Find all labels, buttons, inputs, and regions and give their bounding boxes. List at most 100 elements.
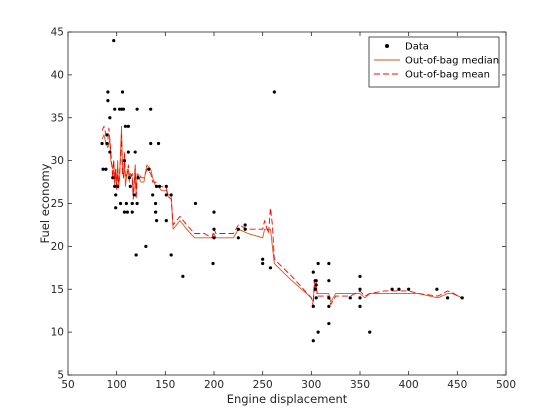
data-point [104,167,108,171]
data-point [311,270,315,274]
x-tick-label: 250 [253,379,273,391]
data-point [358,274,362,278]
legend: Data Out-of-bag median Out-of-bag mean [368,36,500,88]
data-point [128,184,132,188]
data-point [272,90,276,94]
data-point [327,296,331,300]
data-point [316,261,320,266]
data-point [106,99,110,103]
data-point [105,141,109,146]
data-point [314,296,318,300]
data-point [316,330,320,334]
data-point [460,296,464,300]
data-point [243,227,247,231]
data-point [136,176,140,180]
data-point [261,257,265,261]
x-tick-label: 400 [399,379,419,391]
data-point [133,150,137,154]
data-point [116,184,120,188]
data-point [154,210,158,214]
data-point [243,223,247,227]
data-point [147,167,151,171]
data-point [397,287,401,291]
data-point [113,107,117,111]
legend-item-data: Data [405,42,429,53]
data-point [111,176,115,180]
legend-box [368,36,500,88]
legend-data-marker [385,44,389,48]
data-point [358,296,362,300]
data-point [358,304,362,308]
y-tick-label: 15 [51,284,64,296]
data-point [212,227,216,231]
data-point [368,330,372,334]
data-point [130,210,134,214]
y-axis-label: Fuel economy [38,163,52,243]
data-point [327,304,331,308]
data-point [164,184,168,188]
data-point [154,219,159,223]
data-point [134,253,138,257]
data-point [358,287,362,291]
data-point [112,38,116,43]
y-tick-label: 25 [51,198,64,210]
plot-area [68,32,506,375]
data-point [135,201,139,206]
x-tick-label: 500 [496,379,516,391]
x-tick-label: 200 [204,379,224,391]
data-point [108,116,112,120]
data-point [127,176,131,180]
data-point [114,206,118,210]
data-point [125,210,129,214]
data-point [105,133,109,137]
data-point [130,201,134,206]
data-point [157,184,162,188]
data-point [149,141,153,146]
y-tick-label: 40 [51,69,64,81]
data-point [118,201,123,206]
data-point [144,244,148,248]
data-point [311,339,315,343]
y-tick-label: 35 [51,112,64,124]
data-point [126,124,130,128]
data-point [101,167,105,171]
data-point [169,253,173,257]
data-point [327,321,331,326]
data-point [212,236,216,240]
data-point [121,107,126,111]
x-axis-label: Engine displacement [227,392,348,406]
x-tick-label: 100 [107,379,127,391]
data-point [132,193,136,197]
data-point [327,261,331,266]
data-point [313,287,317,291]
y-tick-label: 45 [51,27,64,39]
data-point [211,261,215,266]
ticks-layer: 50 100 150 200 250 300 350 400 450 500 5 10 15 20 25 30… [51,27,516,392]
x-tick-label: 150 [155,379,175,391]
data-point [122,210,127,214]
data-point [114,193,118,197]
data-point [169,193,173,197]
data-point [154,184,159,188]
data-point [314,283,318,287]
y-tick-label: 20 [51,241,64,253]
legend-item-mean: Out-of-bag mean [405,70,490,81]
y-tick-label: 30 [51,155,64,167]
data-point [181,274,185,278]
y-tick-label: 5 [57,370,64,382]
data-point [435,287,439,291]
y-tick-label: 10 [51,327,64,339]
data-point [135,107,139,111]
data-point [151,193,155,197]
x-tick-label: 300 [301,379,321,391]
data-point [164,193,168,197]
data-point [407,287,411,291]
series-layer [100,38,464,343]
data-point [327,279,331,283]
data-point [156,141,161,146]
data-point [390,287,394,291]
data-point [108,150,112,154]
data-point [123,124,128,128]
data-point [154,201,158,206]
